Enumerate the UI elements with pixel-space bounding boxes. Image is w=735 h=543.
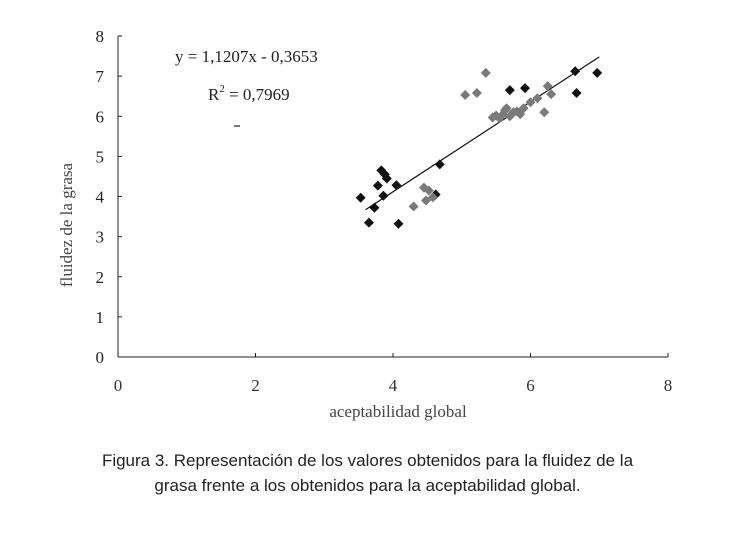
r-squared-value: = 0,7969 bbox=[225, 85, 290, 104]
y-tick-label: 5 bbox=[96, 147, 105, 166]
data-point bbox=[369, 202, 380, 213]
data-point bbox=[423, 185, 434, 196]
data-point bbox=[460, 89, 471, 100]
x-tick-label: 4 bbox=[389, 376, 398, 395]
y-tick-label: 0 bbox=[96, 348, 105, 367]
y-tick-label: 3 bbox=[96, 228, 105, 247]
data-point bbox=[391, 180, 402, 191]
data-point bbox=[546, 89, 557, 100]
y-tick-label: 8 bbox=[96, 27, 105, 46]
data-point bbox=[520, 83, 530, 94]
data-point bbox=[471, 87, 482, 98]
caption-line-2: grasa frente a los obtenidos para la ace… bbox=[154, 476, 581, 495]
x-tick-label: 2 bbox=[251, 376, 260, 395]
data-point bbox=[532, 93, 543, 104]
trendline bbox=[365, 56, 600, 211]
data-point bbox=[518, 103, 529, 114]
data-point bbox=[542, 81, 553, 92]
y-axis-title: fluidez de la grasa bbox=[57, 162, 76, 287]
y-tick-label: 4 bbox=[96, 188, 105, 207]
data-point bbox=[525, 97, 536, 108]
x-tick-label: 0 bbox=[114, 376, 123, 395]
caption-line-1: Figura 3. Representación de los valores … bbox=[101, 451, 634, 470]
y-tick-label: 2 bbox=[96, 268, 105, 287]
equation-label: y = 1,1207x - 0,3653 bbox=[175, 47, 318, 66]
data-point bbox=[378, 190, 389, 201]
data-point bbox=[480, 67, 491, 78]
data-point bbox=[571, 87, 582, 98]
x-tick-labels: 0 2 4 6 8 bbox=[114, 376, 673, 395]
scatter-chart: 0 1 2 3 4 5 6 7 8 0 2 4 6 8 y = 1,1207x - 0,3653 R2 … bbox=[57, 27, 673, 421]
y-tick-labels: 0 1 2 3 4 5 6 7 8 bbox=[96, 27, 105, 367]
x-ticks bbox=[117, 353, 669, 357]
data-point bbox=[592, 67, 603, 78]
data-point bbox=[539, 107, 550, 118]
data-point bbox=[570, 66, 581, 77]
y-tick-label: 7 bbox=[96, 67, 105, 86]
y-ticks bbox=[118, 35, 122, 358]
x-tick-label: 8 bbox=[664, 376, 673, 395]
figure-caption: Figura 3. Representación de los valores … bbox=[0, 448, 735, 498]
data-point bbox=[363, 217, 374, 228]
r-squared-r: R bbox=[208, 85, 220, 104]
data-point bbox=[355, 192, 366, 203]
r-squared-superscript: 2 bbox=[219, 83, 225, 95]
x-axis-title: aceptabilidad global bbox=[329, 402, 467, 421]
data-point bbox=[434, 159, 445, 170]
data-point bbox=[421, 195, 431, 206]
data-point bbox=[501, 103, 512, 114]
data-point bbox=[408, 201, 419, 212]
y-tick-label: 1 bbox=[96, 308, 105, 327]
data-point bbox=[381, 173, 392, 184]
r-squared-label: R2 = 0,7969 bbox=[208, 83, 290, 104]
data-point bbox=[393, 218, 404, 229]
data-point bbox=[427, 192, 438, 203]
data-point bbox=[372, 180, 383, 191]
x-tick-label: 6 bbox=[526, 376, 535, 395]
data-points bbox=[355, 66, 603, 229]
y-tick-label: 6 bbox=[96, 107, 105, 126]
data-point bbox=[504, 85, 515, 96]
